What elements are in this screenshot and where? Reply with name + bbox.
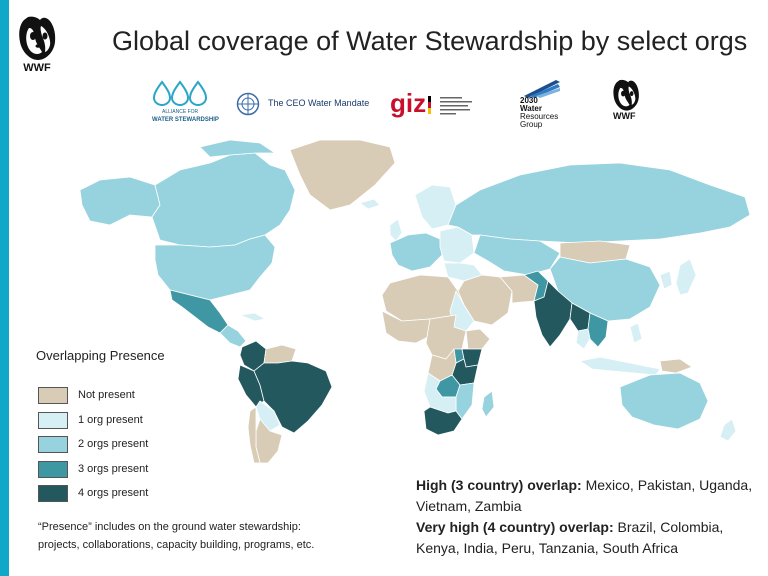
- map-region-madagascar: [481, 390, 495, 418]
- map-region-korea: [659, 270, 673, 290]
- legend-swatch: [38, 387, 68, 404]
- map-region-japan: [675, 258, 697, 296]
- map-region-philippines: [629, 322, 643, 344]
- wrg-wave-icon: [524, 80, 560, 98]
- un-globe-icon: [236, 92, 260, 116]
- footnote-line1: “Presence” includes on the ground water …: [38, 521, 301, 533]
- wrg-line4: Group: [520, 120, 543, 129]
- legend-label: 1 org present: [78, 414, 143, 426]
- wrg-line2: Water: [520, 104, 542, 113]
- panda-icon: [613, 79, 639, 111]
- aws-logo: ALLIANCE FOR WATER STEWARDSHIP: [148, 80, 219, 132]
- footnote-line2: projects, collaborations, capacity build…: [38, 539, 315, 551]
- wwf-partner-text: WWF: [613, 111, 636, 121]
- map-region-mozambique: [455, 382, 475, 420]
- map-region-uk: [389, 218, 403, 242]
- map-region-southern-africa: [423, 372, 457, 414]
- map-region-venezuela: [263, 344, 297, 364]
- giz-logo: giz: [390, 86, 478, 120]
- map-region-iceland: [359, 198, 381, 210]
- legend-swatch: [38, 461, 68, 478]
- page-title: Global coverage of Water Stewardship by …: [112, 26, 748, 56]
- giz-small-text-lines: [440, 97, 472, 115]
- partner-logos: ALLIANCE FOR WATER STEWARDSHIP The CEO W…: [0, 78, 768, 134]
- legend-label: 2 orgs present: [78, 438, 149, 450]
- map-region-central-america: [219, 324, 247, 348]
- map-region-russia: [447, 162, 751, 244]
- legend-swatch: [38, 412, 68, 429]
- map-region-ethiopia: [465, 328, 491, 350]
- world-map: [79, 139, 751, 464]
- map-region-south-africa: [423, 406, 463, 436]
- map-region-india: [533, 280, 573, 348]
- wrg-line3: Resources: [520, 112, 559, 121]
- map-region-chile: [247, 406, 261, 464]
- map-region-caribbean: [239, 312, 266, 322]
- legend-label: 3 orgs present: [78, 463, 149, 475]
- map-region-australia: [619, 372, 709, 430]
- high-overlap-countries: Mexico, Pakistan, Uganda, Vietnam, Zambi…: [416, 477, 753, 514]
- map-region-alaska: [79, 176, 161, 226]
- map-region-canada: [151, 152, 296, 248]
- wrg-line1: 2030: [520, 96, 538, 105]
- map-region-brazil: [253, 360, 333, 434]
- giz-text: giz: [390, 88, 427, 118]
- legend-label: Not present: [78, 389, 135, 401]
- map-region-western-europe: [389, 232, 443, 272]
- legend-swatch: [38, 436, 68, 453]
- map-region-west-africa: [381, 310, 433, 344]
- map-region-indonesia: [579, 356, 661, 376]
- wrg-logo: 2030 Water Resources Group: [520, 78, 568, 132]
- ceo-water-mandate-logo: The CEO Water Mandate: [236, 92, 369, 118]
- legend-title: Overlapping Presence: [36, 348, 165, 363]
- aws-logo-line2: WATER STEWARDSHIP: [152, 117, 219, 123]
- wwf-logo: WWF: [16, 14, 58, 76]
- high-overlap-label: High (3 country) overlap:: [416, 477, 582, 493]
- map-region-usa: [154, 234, 276, 301]
- wwf-partner-logo: WWF: [610, 78, 642, 124]
- map-region-greenland: [289, 139, 396, 211]
- presence-footnote: “Presence” includes on the ground water …: [38, 518, 378, 554]
- water-drops-icon: [152, 80, 208, 107]
- legend-label: 4 orgs present: [78, 487, 149, 499]
- very-high-overlap-label: Very high (4 country) overlap:: [416, 519, 614, 535]
- map-region-arctic-islands: [199, 139, 276, 158]
- map-region-thailand: [575, 328, 591, 350]
- aws-logo-line1: ALLIANCE FOR: [162, 109, 199, 115]
- very-high-overlap-countries: Brazil, Colombia, Kenya, India, Peru, Ta…: [416, 519, 724, 556]
- wwf-logo-text: WWF: [23, 62, 51, 74]
- panda-icon: [19, 16, 56, 60]
- german-flag-icon: [428, 96, 431, 114]
- ceo-water-mandate-text: The CEO Water Mandate: [268, 98, 370, 108]
- very-high-overlap: Very high (4 country) overlap: Brazil, C…: [416, 517, 761, 559]
- legend-swatch: [38, 485, 68, 502]
- map-region-new-zealand: [719, 418, 737, 442]
- high-overlap: High (3 country) overlap: Mexico, Pakist…: [416, 475, 761, 517]
- overlap-summary: High (3 country) overlap: Mexico, Pakist…: [416, 475, 761, 559]
- map-region-papua: [659, 358, 693, 374]
- accent-sidebar: [0, 0, 9, 576]
